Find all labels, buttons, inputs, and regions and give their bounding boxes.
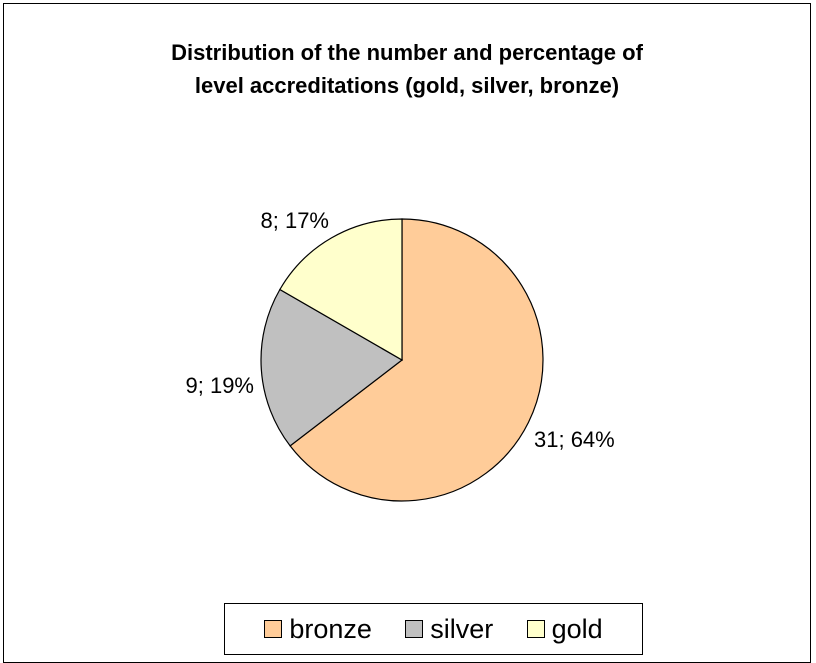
legend-item-gold: gold	[526, 613, 603, 645]
legend-item-silver: silver	[405, 614, 493, 645]
legend-label-gold: gold	[551, 613, 603, 644]
chart-legend: bronze silver gold	[224, 603, 643, 655]
pie-slice-silver	[260, 288, 404, 447]
legend-item-bronze: bronze	[264, 614, 372, 645]
data-label-silver: 9; 19%	[186, 373, 255, 398]
chart-frame: Distribution of the number and percentag…	[3, 3, 811, 663]
chart-title-line-2: level accreditations (gold, silver, bron…	[194, 73, 620, 98]
pie-slice-bronze	[289, 218, 544, 502]
legend-swatch-bronze	[264, 620, 283, 638]
chart-title: Distribution of the number and percentag…	[4, 36, 810, 102]
data-label-bronze: 31; 64%	[534, 427, 615, 452]
legend-label-bronze: bronze	[289, 613, 372, 644]
chart-title-line-1: Distribution of the number and percentag…	[171, 40, 643, 65]
legend-swatch-silver	[405, 620, 424, 638]
legend-swatch-gold	[526, 620, 545, 638]
pie-slice-gold	[279, 218, 403, 362]
data-label-gold: 8; 17%	[261, 208, 330, 233]
pie-chart: 31; 64% 9; 19% 8; 17%	[186, 208, 615, 502]
legend-label-silver: silver	[430, 613, 494, 644]
